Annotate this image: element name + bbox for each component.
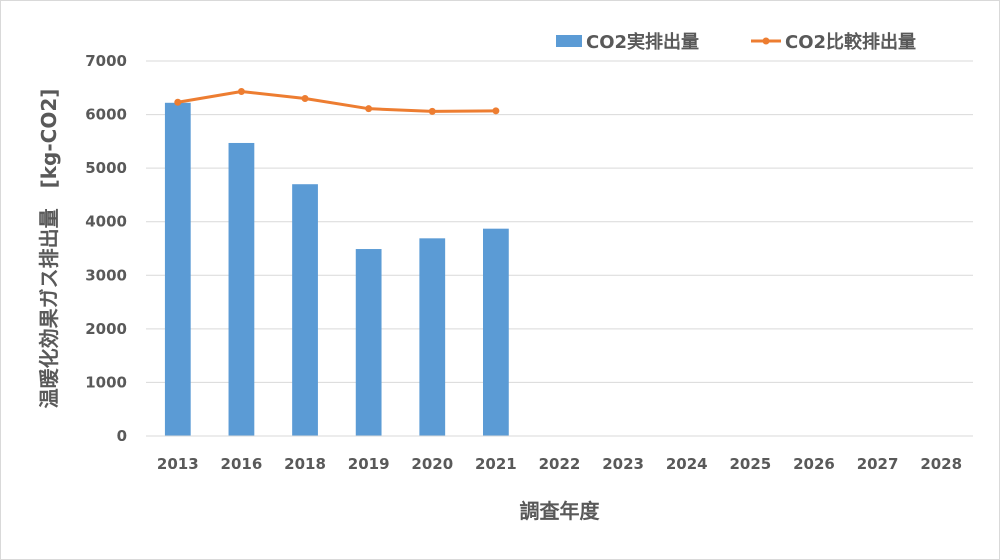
legend-marker-line	[762, 37, 770, 45]
y-tick-label: 2000	[85, 320, 127, 338]
x-tick-label: 2018	[284, 455, 326, 473]
line-point	[174, 98, 182, 106]
x-tick-label: 2027	[857, 455, 899, 473]
y-tick-label: 4000	[85, 213, 127, 231]
x-tick-label: 2020	[411, 455, 453, 473]
bar	[355, 249, 382, 436]
legend-label-line: CO2比較排出量	[785, 31, 916, 53]
x-tick-label: 2022	[539, 455, 581, 473]
x-axis-ticks: 2013 2016 2018 2019 2020 2021 2022 2023 2024 2025…	[157, 455, 962, 473]
x-tick-label: 2028	[920, 455, 962, 473]
line-point	[428, 107, 436, 115]
line-point	[492, 107, 500, 115]
y-axis-title: 温暖化効果ガス排出量 [kg-CO2]	[37, 89, 61, 409]
bar	[419, 238, 446, 436]
line-point	[365, 105, 373, 113]
x-tick-label: 2019	[348, 455, 390, 473]
legend: CO2実排出量 CO2比較排出量	[556, 31, 916, 53]
line-series	[174, 88, 500, 115]
y-axis-ticks: 0 1000 2000 3000 4000 5000 6000 7000	[85, 52, 127, 445]
line-point	[237, 88, 245, 96]
y-tick-label: 5000	[85, 159, 127, 177]
legend-swatch-bar	[556, 35, 582, 47]
x-tick-label: 2013	[157, 455, 199, 473]
y-tick-label: 0	[117, 427, 127, 445]
bar	[164, 102, 191, 437]
x-tick-label: 2025	[729, 455, 771, 473]
series-line	[177, 90, 496, 113]
bar	[292, 184, 318, 436]
x-tick-label: 2023	[602, 455, 644, 473]
line-point	[301, 95, 309, 102]
y-tick-label: 7000	[85, 52, 127, 70]
y-tick-label: 3000	[85, 266, 127, 284]
gridlines	[146, 60, 973, 383]
x-axis-title: 調査年度	[520, 499, 601, 523]
x-tick-label: 2024	[666, 455, 708, 473]
x-tick-label: 2021	[475, 455, 517, 473]
bar	[228, 142, 255, 436]
bar	[483, 228, 509, 436]
bar-series	[164, 102, 509, 437]
legend-label-bar: CO2実排出量	[586, 31, 699, 53]
x-tick-label: 2016	[221, 455, 263, 473]
x-tick-label: 2026	[793, 455, 835, 473]
y-tick-label: 1000	[85, 373, 127, 391]
y-tick-label: 6000	[85, 106, 127, 124]
